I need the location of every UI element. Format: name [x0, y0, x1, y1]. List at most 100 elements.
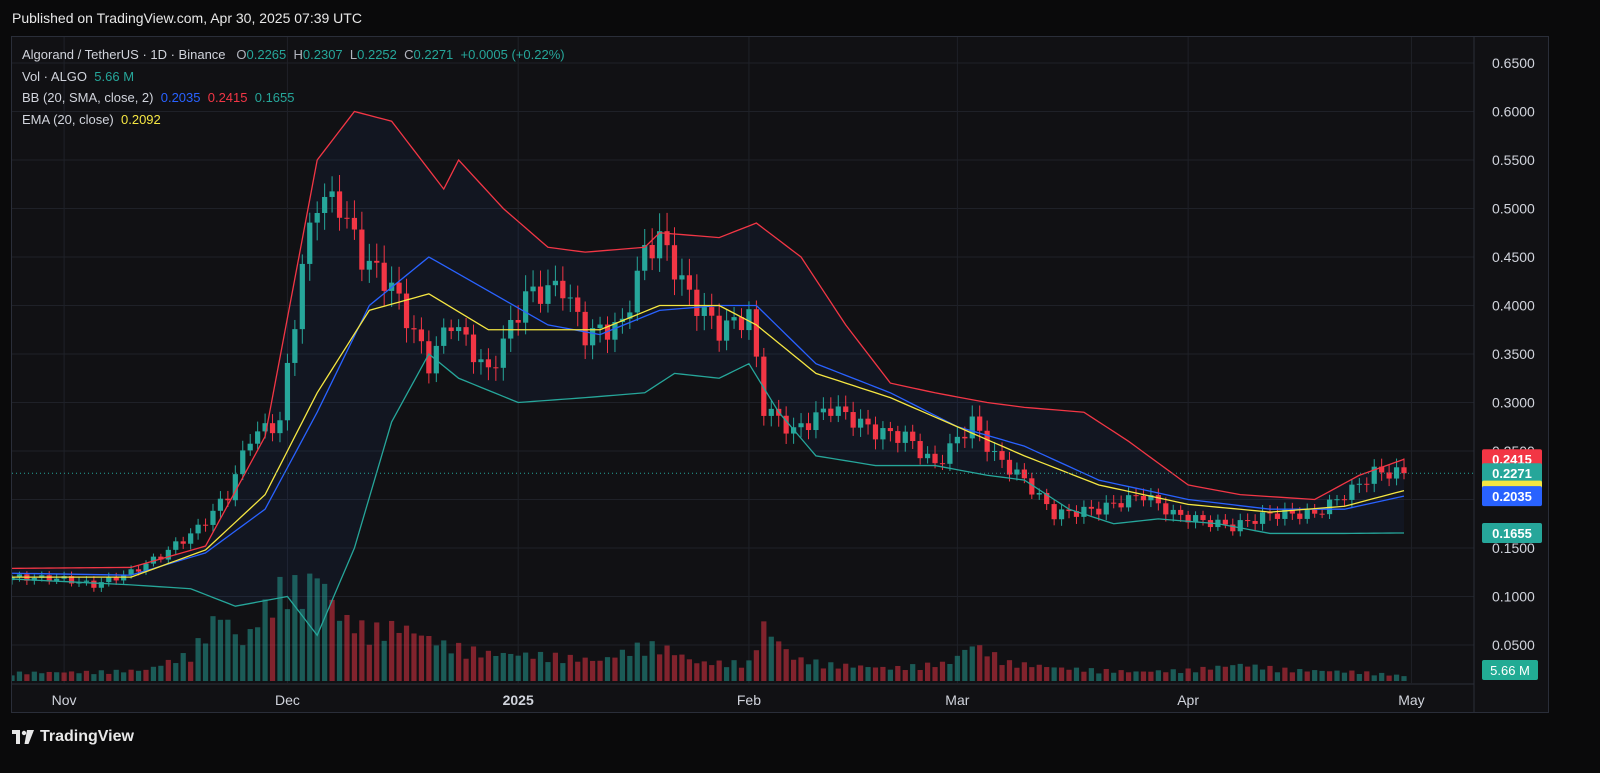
- candle-body: [1111, 502, 1117, 504]
- volume-bar: [1066, 669, 1072, 681]
- volume-bar: [776, 641, 782, 681]
- price-badge-label: 0.1655: [1492, 526, 1532, 541]
- volume-bar: [1178, 673, 1184, 681]
- candle-body: [828, 408, 834, 416]
- candle-body: [560, 280, 566, 299]
- volume-bar: [344, 614, 350, 681]
- price-axis[interactable]: 0.6500 0.6000 0.5500 0.5000 0.4500 0.4000 0.35…: [1492, 55, 1535, 653]
- candle-body: [202, 524, 209, 526]
- legend-bb-row[interactable]: BB (20, SMA, close, 2) 0.2035 0.2415 0.1…: [22, 87, 565, 109]
- volume-bar: [932, 667, 938, 681]
- volume-bar: [158, 665, 164, 681]
- volume-bar: [895, 665, 901, 681]
- candle-body: [247, 443, 253, 451]
- volume-bar: [1133, 671, 1139, 681]
- candle-body: [269, 423, 276, 434]
- candle-body: [649, 244, 655, 259]
- volume-bar: [247, 629, 253, 681]
- volume-bar: [1297, 669, 1303, 681]
- volume-bar: [887, 669, 893, 681]
- volume-bar: [843, 663, 849, 681]
- candle-body: [418, 329, 425, 342]
- y-tick-label: 0.0500: [1492, 637, 1535, 653]
- volume-bar: [39, 673, 45, 681]
- volume-bar: [284, 609, 291, 681]
- candle-body: [165, 549, 171, 560]
- volume-bar: [1252, 664, 1258, 681]
- open-value: 0.2265: [246, 47, 287, 62]
- candle-body: [1379, 466, 1385, 473]
- volume-bar: [977, 645, 983, 681]
- volume-bar: [322, 583, 328, 681]
- volume-bar: [180, 653, 186, 681]
- candle-body: [686, 275, 692, 290]
- volume-bar: [686, 659, 692, 681]
- candle-body: [1044, 492, 1050, 505]
- candle-body: [835, 406, 841, 416]
- candle-body: [374, 260, 380, 263]
- candle-body: [716, 315, 722, 341]
- volume-bar: [1058, 667, 1065, 681]
- legend-volume-row[interactable]: Vol · ALGO 5.66 M: [22, 66, 565, 88]
- candle-body: [969, 416, 975, 439]
- x-tick-label: Mar: [945, 692, 969, 708]
- volume-bar: [128, 669, 134, 681]
- legend-symbol-row: Algorand / TetherUS · 1D · Binance O0.22…: [22, 44, 565, 66]
- legend-ema-row[interactable]: EMA (20, close) 0.2092: [22, 109, 565, 131]
- volume-bar: [426, 635, 432, 681]
- volume-bar: [389, 620, 395, 681]
- volume-bar: [195, 638, 201, 681]
- volume-bar: [991, 652, 998, 681]
- ema-value: 0.2092: [121, 111, 161, 127]
- candle-body: [679, 275, 685, 280]
- price-badge-label: 0.2035: [1492, 489, 1532, 504]
- candle-body: [500, 338, 506, 368]
- candle-body: [1282, 509, 1288, 519]
- volume-bar: [68, 671, 75, 681]
- candle-body: [31, 577, 37, 581]
- volume-bar: [277, 576, 283, 681]
- candle-body: [731, 317, 737, 321]
- candle-body: [46, 575, 52, 582]
- volume-bar: [1222, 666, 1228, 681]
- candle-body: [991, 451, 998, 453]
- candle-body: [917, 441, 923, 459]
- x-tick-label: Apr: [1177, 692, 1199, 708]
- ema-label: EMA (20, close): [22, 111, 114, 127]
- candle-body: [143, 563, 149, 572]
- chart-legend: Algorand / TetherUS · 1D · Binance O0.22…: [22, 44, 565, 130]
- symbol-label[interactable]: Algorand / TetherUS · 1D · Binance: [22, 47, 226, 62]
- candle-body: [396, 282, 402, 294]
- open-label: O: [236, 47, 247, 62]
- volume-bar: [701, 661, 707, 681]
- volume-bar: [1379, 672, 1385, 681]
- volume-bar: [173, 663, 179, 681]
- volume-bar: [1036, 664, 1042, 681]
- volume-bar: [604, 657, 611, 681]
- candle-body: [188, 533, 194, 544]
- volume-bar: [240, 645, 246, 681]
- candle-body: [277, 420, 283, 434]
- candle-body: [1289, 509, 1295, 514]
- volume-bar: [31, 671, 37, 681]
- volume-bar: [1192, 672, 1199, 681]
- candle-body: [485, 359, 492, 368]
- candle-body: [515, 319, 521, 323]
- candle-body: [962, 436, 968, 439]
- volume-bar: [359, 620, 365, 681]
- candle-body: [850, 412, 856, 428]
- tradingview-logo[interactable]: TradingView: [12, 728, 134, 746]
- candle-body: [1163, 503, 1169, 515]
- volume-bar: [805, 664, 812, 681]
- time-axis[interactable]: Nov Dec 2025 Feb Mar Apr May: [12, 683, 1474, 708]
- price-badge: [1482, 522, 1542, 543]
- candle-body: [857, 418, 864, 428]
- candle-body: [977, 416, 983, 431]
- candle-body: [1356, 483, 1362, 485]
- volume-bar: [366, 644, 372, 681]
- volume-bar: [1245, 666, 1251, 681]
- candle-body: [470, 334, 477, 363]
- volume-bar: [515, 655, 521, 681]
- volume-bar: [225, 619, 231, 681]
